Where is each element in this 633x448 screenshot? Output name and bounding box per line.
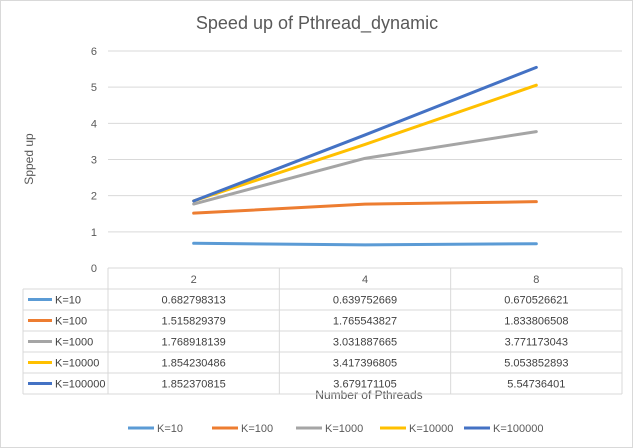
data-label: 1.515829379 (162, 316, 226, 328)
x-tick-label: 4 (362, 274, 368, 286)
legend-label: K=1000 (325, 423, 363, 435)
series-line (192, 83, 538, 203)
data-label: 0.639752669 (333, 295, 397, 307)
legend-label: K=100 (241, 423, 273, 435)
legend-label: K=100000 (493, 423, 543, 435)
data-label: 3.031887665 (333, 337, 397, 349)
x-tick-label: 8 (533, 274, 539, 286)
data-label: 3.679171105 (333, 379, 396, 391)
y-tick-label: 5 (91, 82, 97, 94)
y-tick-label: 6 (91, 46, 97, 58)
x-tick-label: 2 (191, 274, 197, 286)
data-label: 0.682798313 (162, 295, 226, 307)
data-label: 1.852370815 (162, 379, 226, 391)
data-label: 5.053852893 (504, 358, 568, 370)
data-label: 1.765543827 (333, 316, 397, 328)
data-label: 0.670526621 (504, 295, 568, 307)
table-series-name: K=100 (55, 316, 87, 328)
table-series-name: K=10000 (55, 358, 99, 370)
y-tick-label: 3 (91, 155, 97, 167)
data-label: 1.768918139 (162, 337, 226, 349)
legend-label: K=10 (157, 423, 183, 435)
data-label: 3.771173043 (505, 337, 568, 349)
y-tick-label: 4 (91, 118, 97, 130)
legend-label: K=10000 (409, 423, 453, 435)
y-tick-label: 1 (91, 227, 97, 239)
table-series-name: K=100000 (55, 379, 105, 391)
series-line (192, 65, 538, 203)
y-axis-title: Spped up (22, 133, 36, 185)
data-label: 1.833806508 (504, 316, 568, 328)
y-tick-label: 0 (91, 263, 97, 275)
table-series-name: K=1000 (55, 337, 93, 349)
data-label: 5.54736401 (507, 379, 565, 391)
table-series-name: K=10 (55, 295, 81, 307)
series-line (192, 200, 538, 215)
x-axis-title: Number of Pthreads (315, 388, 422, 402)
chart-title: Speed up of Pthread_dynamic (196, 13, 438, 34)
y-tick-label: 2 (91, 191, 97, 203)
data-label: 1.854230486 (162, 358, 226, 370)
data-label: 3.417396805 (333, 358, 397, 370)
series-line (192, 130, 538, 206)
series-line (192, 241, 538, 247)
